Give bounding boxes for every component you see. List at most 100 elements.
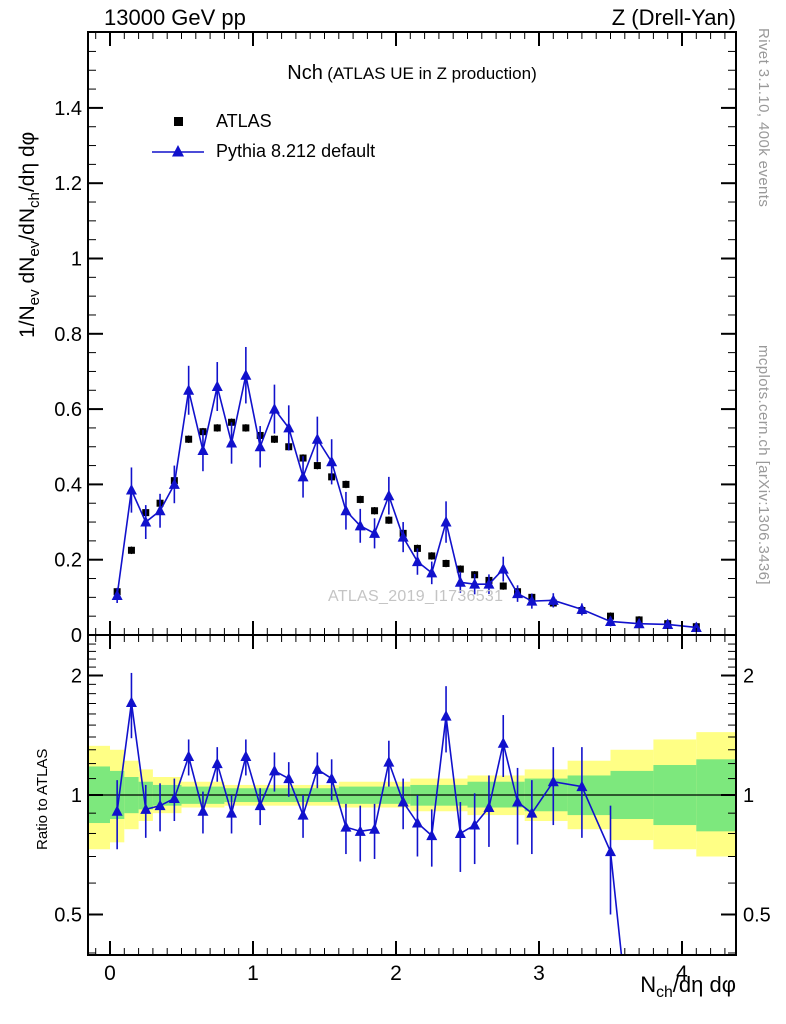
ratio-marker [283, 772, 295, 784]
y-tick-label-zero: 0 [71, 625, 82, 647]
ratio-tick-label-right: 2 [743, 665, 754, 687]
pythia-marker [605, 615, 616, 626]
x-axis-label: Nch/dη dφ [640, 972, 736, 1002]
pythia-marker [154, 504, 166, 516]
legend-label-atlas: ATLAS [216, 110, 272, 131]
ratio-marker [254, 799, 266, 811]
atlas-marker [356, 495, 364, 503]
analysis-id-watermark: ATLAS_2019_I1736531 [328, 588, 504, 605]
ratio-marker [154, 799, 166, 811]
x-tick-label: 4 [676, 962, 688, 985]
ratio-uncertainty-bands [89, 732, 735, 857]
legend-item-atlas: ATLAS [148, 106, 375, 136]
ratio-marker [440, 710, 452, 721]
ratio-marker [197, 805, 209, 816]
y-tick-label: 0.4 [54, 474, 82, 496]
pythia-marker [254, 440, 266, 452]
legend-item-pythia: Pythia 8.212 default [148, 136, 375, 166]
ratio-marker [397, 796, 409, 807]
atlas-marker [270, 435, 278, 443]
pythia-marker [483, 578, 495, 589]
pythia-marker [369, 527, 381, 538]
legend-label-pythia: Pythia 8.212 default [216, 140, 376, 161]
atlas-marker [428, 552, 436, 560]
pythia-marker [111, 589, 123, 600]
pythia-marker [283, 421, 295, 433]
ratio-marker [297, 809, 309, 820]
ratio-marker [369, 823, 381, 834]
pythia-marker [426, 566, 438, 578]
pythia-marker [397, 531, 409, 542]
pythia-marker [240, 369, 252, 380]
ratio-marker [469, 819, 481, 830]
pythia-marker [340, 504, 352, 516]
pythia-marker [547, 594, 559, 605]
pythia-marker [454, 576, 466, 587]
pythia-marker [183, 384, 195, 395]
x-tick-label: 0 [104, 962, 116, 985]
pythia-marker [633, 617, 645, 629]
x-tick-label: 2 [390, 962, 402, 985]
atlas-marker [442, 559, 450, 567]
pythia-marker [125, 484, 137, 495]
ratio-marker [226, 807, 238, 818]
pythia-marker [690, 621, 702, 632]
pythia-line-marker-icon [148, 143, 208, 159]
pythia-line [116, 375, 697, 629]
rivet-version-note: Rivet 3.1.10, 400k events [755, 28, 772, 208]
ratio-marker [340, 821, 352, 832]
pythia-marker [512, 587, 524, 599]
mcplots-reference-note: mcplots.cern.ch [arXiv:1306.3436] [755, 345, 772, 585]
y-tick-label: 0.8 [54, 324, 82, 346]
atlas-marker [371, 507, 379, 515]
pythia-marker [662, 618, 674, 629]
y-axis-label: 1/Nev dNev/dNch/dη dφ [16, 131, 43, 338]
plot-title: Nch (ATLAS UE in Z production) [88, 62, 736, 85]
x-tick-label: 1 [247, 962, 259, 985]
ratio-marker [168, 792, 180, 803]
ratio-marker [483, 801, 495, 813]
pythia-marker [268, 403, 280, 414]
y-tick-label: 0.2 [54, 550, 82, 572]
pythia-marker [526, 595, 538, 606]
legend: ATLAS Pythia 8.212 default [148, 106, 375, 166]
ratio-marker [183, 750, 195, 762]
atlas-marker [127, 546, 135, 554]
ratio-marker [383, 756, 395, 767]
pythia-marker [297, 470, 309, 482]
y-tick-label: 0.6 [54, 399, 82, 421]
pythia-marker [411, 555, 423, 567]
ratio-marker [125, 696, 137, 708]
x-tick-label: 3 [533, 962, 545, 985]
pythia-marker [354, 519, 366, 531]
pythia-marker [140, 516, 152, 527]
process-label: Z (Drell-Yan) [611, 5, 736, 30]
pythia-marker [211, 380, 223, 392]
ratio-series [111, 672, 623, 954]
pythia-marker [576, 603, 588, 614]
pythia-marker [383, 489, 395, 501]
atlas-marker [213, 424, 221, 432]
atlas-marker [499, 582, 507, 590]
pythia-marker [440, 516, 452, 527]
ratio-marker [605, 845, 616, 857]
ratio-marker [268, 764, 280, 776]
atlas-marker [242, 424, 250, 432]
ratio-marker [240, 750, 252, 762]
ratio-tick-label-right: 0.5 [743, 905, 771, 927]
main-series [111, 346, 702, 632]
pythia-marker [197, 444, 209, 456]
pythia-marker [311, 433, 323, 444]
ratio-marker [411, 817, 423, 828]
ratio-marker [547, 775, 559, 787]
ratio-marker [512, 796, 524, 807]
ratio-tick-label-left: 0.5 [54, 905, 82, 927]
atlas-marker [342, 480, 350, 488]
ratio-marker [576, 780, 588, 792]
pythia-marker [168, 478, 180, 489]
ratio-marker [454, 827, 466, 838]
ratio-marker [211, 757, 223, 769]
atlas-marker [385, 516, 393, 524]
